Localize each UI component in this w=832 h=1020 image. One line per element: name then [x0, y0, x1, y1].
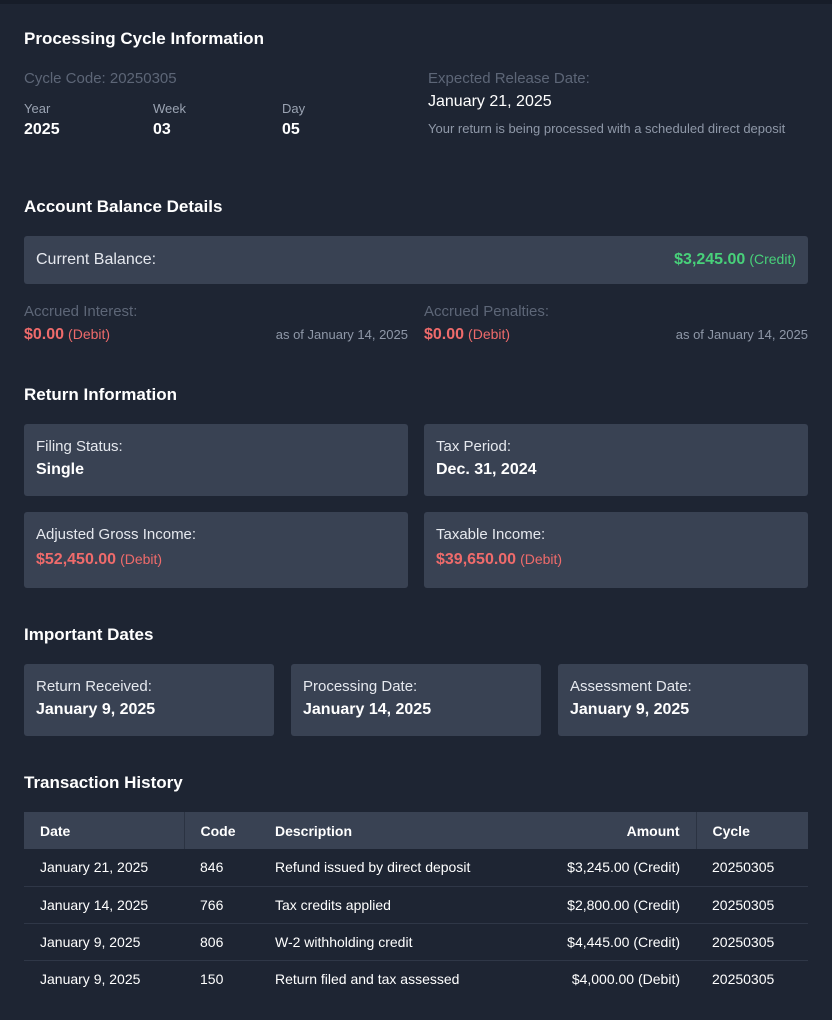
processing-date-value: January 14, 2025: [303, 701, 432, 718]
filing-status-card: Filing Status: Single: [24, 424, 408, 496]
accrued-penalties-asof: as of January 14, 2025: [675, 327, 808, 342]
row-date: January 14, 2025: [24, 886, 184, 924]
accrued-interest-amount: $0.00: [24, 326, 65, 343]
assessment-date-value: January 9, 2025: [570, 701, 690, 718]
row-cycle: 20250305: [696, 849, 808, 887]
release-label: Expected Release Date:: [428, 70, 590, 87]
cycle-year: Year 2025: [24, 101, 154, 139]
tax-period-card: Tax Period: Dec. 31, 2024: [424, 424, 808, 496]
table-header-row: Date Code Description Amount Cycle: [24, 812, 808, 849]
row-date: January 9, 2025: [24, 923, 184, 961]
row-code: 846: [184, 849, 259, 887]
week-label: Week: [153, 101, 186, 116]
row-description: Refund issued by direct deposit: [259, 849, 531, 887]
current-balance-amount: $3,245.00: [674, 251, 746, 268]
transaction-table: Date Code Description Amount Cycle Janua…: [24, 812, 808, 997]
release-note: Your return is being processed with a sc…: [428, 121, 786, 136]
row-date: January 9, 2025: [40, 970, 141, 987]
taxable-income-type: (Debit): [520, 551, 563, 567]
taxable-income-card: Taxable Income: $39,650.00 (Debit): [424, 512, 808, 588]
return-received-value: January 9, 2025: [36, 701, 156, 718]
row-description: Tax credits applied: [259, 886, 531, 924]
row-date: January 21, 2025: [24, 849, 184, 887]
cycle-code: Cycle Code: 20250305: [24, 70, 177, 87]
accrued-interest-asof: as of January 14, 2025: [275, 327, 408, 342]
table-row: January 14, 2025 766 Tax credits applied…: [24, 886, 808, 924]
year-value: 2025: [24, 121, 60, 138]
row-code: 806: [184, 923, 259, 961]
processing-cycle-title: Processing Cycle Information: [24, 29, 264, 48]
current-balance-value: $3,245.00 (Credit): [674, 251, 796, 269]
processing-date-label: Processing Date:: [303, 678, 418, 695]
row-code: 766: [184, 886, 259, 924]
expected-release: Expected Release Date: January 21, 2025 …: [428, 70, 808, 139]
accrued-penalties-type: (Debit): [468, 326, 511, 342]
current-balance-bar: Current Balance: $3,245.00 (Credit): [24, 236, 808, 284]
current-balance-type: (Credit): [749, 251, 796, 267]
row-amount: $4,445.00 (Credit): [531, 923, 696, 961]
tax-period-label: Tax Period:: [436, 438, 512, 455]
cycle-column-header: Cycle: [695, 812, 808, 849]
tax-period-value: Dec. 31, 2024: [436, 461, 537, 478]
row-amount: $3,245.00 (Credit): [531, 849, 696, 887]
date-column-header: Date: [24, 812, 184, 849]
cycle-day: Day 05: [282, 101, 412, 139]
row-code: 150: [200, 970, 224, 987]
return-received-card: Return Received: January 9, 2025: [24, 664, 274, 736]
year-label: Year: [24, 101, 51, 116]
agi-amount: $52,450.00: [36, 551, 117, 568]
day-value: 05: [282, 121, 300, 138]
release-date: January 21, 2025: [428, 93, 552, 110]
transaction-history-title: Transaction History: [24, 773, 183, 792]
accrued-interest: Accrued Interest: $0.00 (Debit) as of Jan…: [24, 303, 408, 344]
account-balance-title: Account Balance Details: [24, 197, 223, 216]
row-amount: $4,000.00 (Debit): [571, 970, 680, 987]
row-cycle: 20250305: [696, 886, 808, 924]
assessment-date-label: Assessment Date:: [570, 678, 692, 695]
amount-column-header: Amount: [531, 812, 696, 849]
row-amount: $2,800.00 (Credit): [531, 886, 696, 924]
filing-status-value: Single: [36, 461, 85, 478]
accrued-penalties-amount: $0.00: [424, 326, 465, 343]
accrued-penalties-label: Accrued Penalties:: [424, 303, 550, 320]
taxable-income-amount: $39,650.00: [436, 551, 517, 568]
row-description: W-2 withholding credit: [259, 923, 531, 961]
row-cycle: 20250305: [696, 923, 808, 961]
return-received-label: Return Received:: [36, 678, 152, 695]
cycle-week: Week 03: [153, 101, 283, 139]
accrued-penalties: Accrued Penalties: $0.00 (Debit) as of Ja…: [424, 303, 808, 344]
code-column-header: Code: [183, 812, 259, 849]
row-description: Return filed and tax assessed: [275, 970, 460, 987]
important-dates-title: Important Dates: [24, 625, 154, 644]
agi-label: Adjusted Gross Income:: [36, 526, 197, 543]
agi-card: Adjusted Gross Income: $52,450.00 (Debit): [24, 512, 408, 588]
filing-status-label: Filing Status:: [36, 438, 123, 455]
table-row: January 9, 2025 150 Return filed and tax…: [24, 960, 808, 997]
day-label: Day: [282, 101, 306, 116]
processing-date-card: Processing Date: January 14, 2025: [291, 664, 541, 736]
table-row: January 21, 2025 846 Refund issued by di…: [24, 849, 808, 887]
return-information-title: Return Information: [24, 385, 177, 404]
week-value: 03: [153, 121, 171, 138]
description-column-header: Description: [259, 812, 531, 849]
taxable-income-label: Taxable Income:: [436, 526, 546, 543]
accrued-interest-type: (Debit): [68, 326, 111, 342]
row-cycle: 20250305: [712, 970, 775, 987]
table-row: January 9, 2025 806 W-2 withholding cred…: [24, 923, 808, 961]
agi-type: (Debit): [120, 551, 163, 567]
accrued-interest-label: Accrued Interest:: [24, 303, 138, 320]
current-balance-label: Current Balance:: [36, 251, 157, 268]
top-border: [0, 0, 832, 4]
assessment-date-card: Assessment Date: January 9, 2025: [558, 664, 808, 736]
